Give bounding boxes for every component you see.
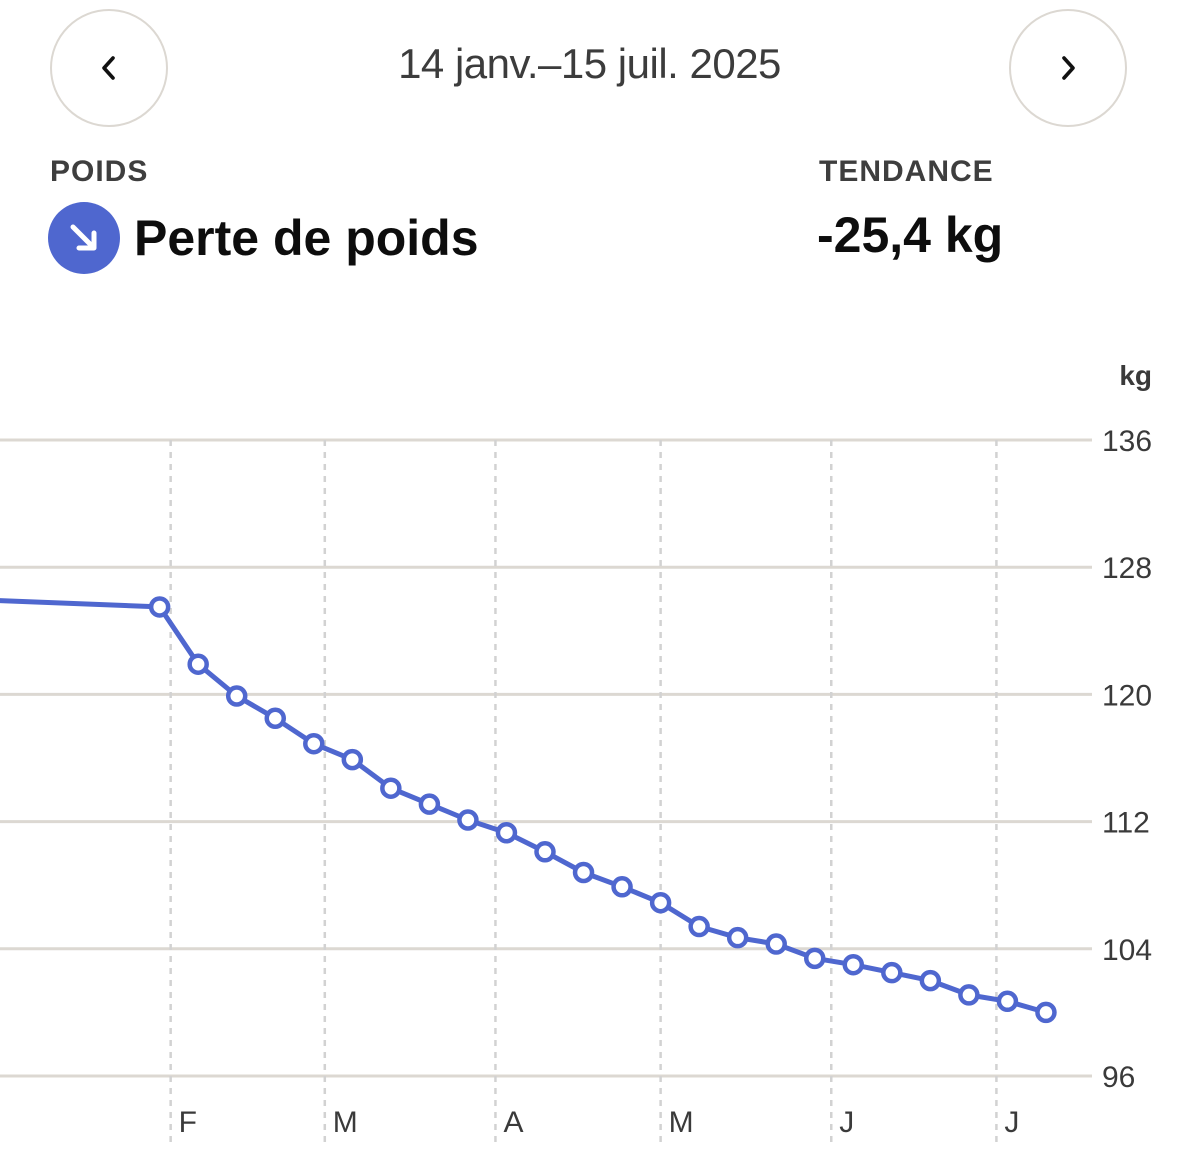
month-tick-label: M <box>669 1106 694 1139</box>
previous-period-button[interactable] <box>50 9 168 127</box>
data-point[interactable] <box>303 732 325 755</box>
trend-label: TENDANCE <box>819 155 994 188</box>
data-point[interactable] <box>187 653 209 675</box>
weight-chart: F M A M J J 136 128 120 112 104 96 kg <box>0 360 1152 1143</box>
data-point[interactable] <box>842 953 865 976</box>
month-tick-label: A <box>503 1106 523 1139</box>
month-tick-label: J <box>839 1106 854 1139</box>
y-tick-label: 104 <box>1102 934 1152 967</box>
grid <box>0 438 1092 1078</box>
y-tick-label: 96 <box>1102 1061 1135 1094</box>
data-point[interactable] <box>264 707 287 729</box>
data-point[interactable] <box>1035 1001 1057 1024</box>
data-point[interactable] <box>958 984 980 1006</box>
data-point[interactable] <box>611 876 633 898</box>
arrow-down-right-icon <box>48 202 120 274</box>
weight-status: Perte de poids <box>48 202 479 274</box>
y-tick-label: 112 <box>1102 807 1150 840</box>
next-period-button[interactable] <box>1009 9 1127 127</box>
data-point[interactable] <box>649 891 672 914</box>
month-tick-label: J <box>1004 1106 1019 1139</box>
status-text: Perte de poids <box>134 210 479 266</box>
data-point[interactable] <box>457 809 479 831</box>
data-point[interactable] <box>996 990 1019 1013</box>
data-point[interactable] <box>341 748 364 771</box>
series-line <box>0 598 1049 1015</box>
y-tick-label: 120 <box>1102 679 1152 712</box>
y-tick-label: 128 <box>1102 552 1152 585</box>
data-point[interactable] <box>919 969 942 992</box>
data-point[interactable] <box>380 777 402 799</box>
data-point[interactable] <box>688 915 710 938</box>
data-point[interactable] <box>765 933 787 955</box>
metric-label: POIDS <box>50 155 149 188</box>
data-point[interactable] <box>881 961 903 984</box>
data-point[interactable] <box>225 685 248 707</box>
chevron-left-icon <box>102 56 115 80</box>
y-tick-label: 136 <box>1102 425 1152 458</box>
data-point[interactable] <box>534 841 556 863</box>
y-axis: 136 128 120 112 104 96 kg <box>1102 360 1152 1094</box>
date-range: 14 janv.–15 juil. 2025 <box>398 40 781 87</box>
data-point[interactable] <box>495 821 518 844</box>
y-axis-unit: kg <box>1119 360 1152 391</box>
data-point[interactable] <box>148 596 171 618</box>
chevron-right-icon <box>1062 56 1075 80</box>
data-point[interactable] <box>803 947 826 970</box>
month-tick-label: M <box>333 1106 358 1139</box>
data-point[interactable] <box>726 926 749 949</box>
month-tick-label: F <box>179 1106 197 1139</box>
weight-series <box>0 596 1057 1024</box>
trend-value: -25,4 kg <box>817 207 1004 263</box>
data-point[interactable] <box>418 793 441 815</box>
data-point[interactable] <box>572 861 595 884</box>
